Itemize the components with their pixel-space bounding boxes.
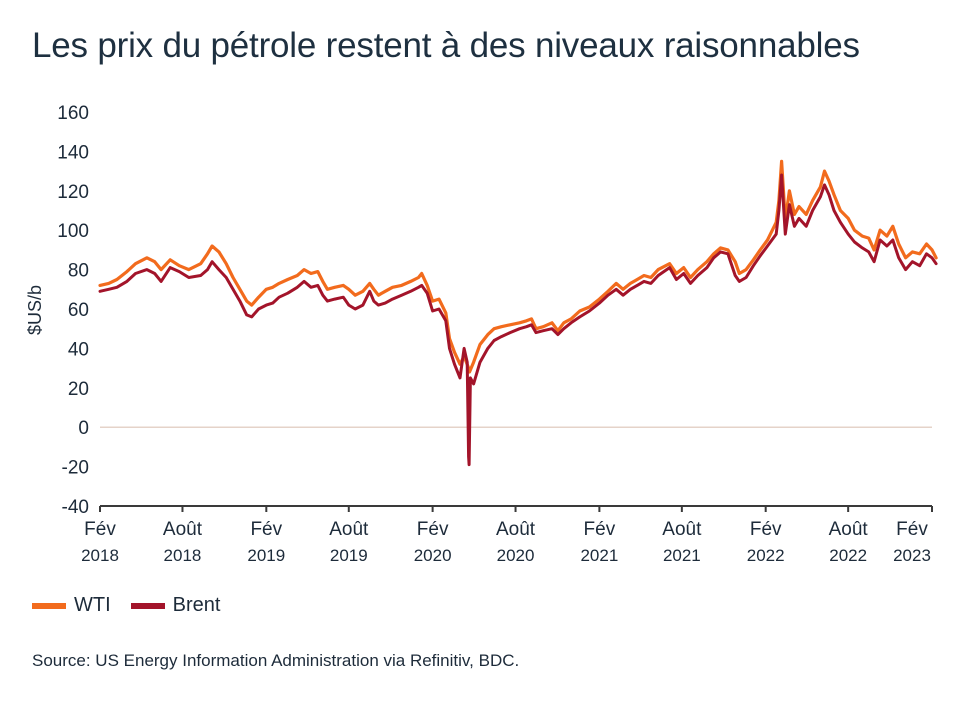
x-tick-year: 2023 <box>893 546 931 565</box>
y-tick-label: 160 <box>57 103 89 124</box>
source-note: Source: US Energy Information Administra… <box>32 651 520 670</box>
x-tick-year: 2020 <box>414 546 452 565</box>
y-tick-label: -20 <box>62 458 89 479</box>
x-tick-year: 2018 <box>81 546 119 565</box>
y-tick-label: 80 <box>68 261 89 282</box>
x-tick-month: Août <box>496 519 536 540</box>
x-tick-month: Août <box>662 519 702 540</box>
x-tick-month: Fév <box>250 519 282 540</box>
series-layer <box>98 159 938 467</box>
x-tick-month: Fév <box>84 519 116 540</box>
y-axis-label: $US/b <box>25 285 45 335</box>
x-tick-year: 2022 <box>829 546 867 565</box>
legend-swatch-brent <box>130 602 165 609</box>
x-tick-month: Fév <box>750 519 782 540</box>
x-tick-year: 2018 <box>164 546 202 565</box>
wti-line <box>98 159 938 374</box>
y-tick-label: -40 <box>62 497 89 518</box>
y-tick-label: 40 <box>68 339 89 360</box>
y-tick-label: 140 <box>57 142 89 163</box>
legend: WTI Brent <box>32 594 240 617</box>
legend-label-wti: WTI <box>74 594 111 616</box>
y-tick-label: 20 <box>68 379 89 400</box>
x-tick-year: 2021 <box>663 546 701 565</box>
y-tick-label: 0 <box>78 418 89 439</box>
y-axis: 160 140 120 100 80 60 40 20 0 -20 -40 <box>57 103 89 518</box>
x-tick-year: 2021 <box>580 546 618 565</box>
x-tick-month: Fév <box>417 519 449 540</box>
oil-price-chart: 160 140 120 100 80 60 40 20 0 -20 -40 $US/b Fév 201… <box>25 103 938 565</box>
x-tick-month: Août <box>329 519 369 540</box>
legend-item-brent: Brent <box>130 594 221 617</box>
x-tick-month: Août <box>829 519 869 540</box>
x-tick-year: 2022 <box>747 546 785 565</box>
chart-title: Les prix du pétrole restent à des niveau… <box>32 26 860 65</box>
x-tick-month: Août <box>163 519 203 540</box>
x-tick-month: Fév <box>896 519 928 540</box>
legend-label-brent: Brent <box>172 594 221 616</box>
brent-line <box>98 173 938 467</box>
x-axis: Fév 2018 Août 2018 Fév 2019 Août 2019 Fév 2020 Aoû… <box>81 506 933 565</box>
y-tick-label: 100 <box>57 221 89 242</box>
x-tick-month: Fév <box>584 519 616 540</box>
x-tick-year: 2019 <box>247 546 285 565</box>
x-tick-year: 2019 <box>330 546 368 565</box>
y-tick-label: 120 <box>57 182 89 203</box>
x-tick-year: 2020 <box>497 546 535 565</box>
y-tick-label: 60 <box>68 300 89 321</box>
legend-swatch-wti <box>32 602 66 609</box>
legend-item-wti: WTI <box>32 594 111 617</box>
